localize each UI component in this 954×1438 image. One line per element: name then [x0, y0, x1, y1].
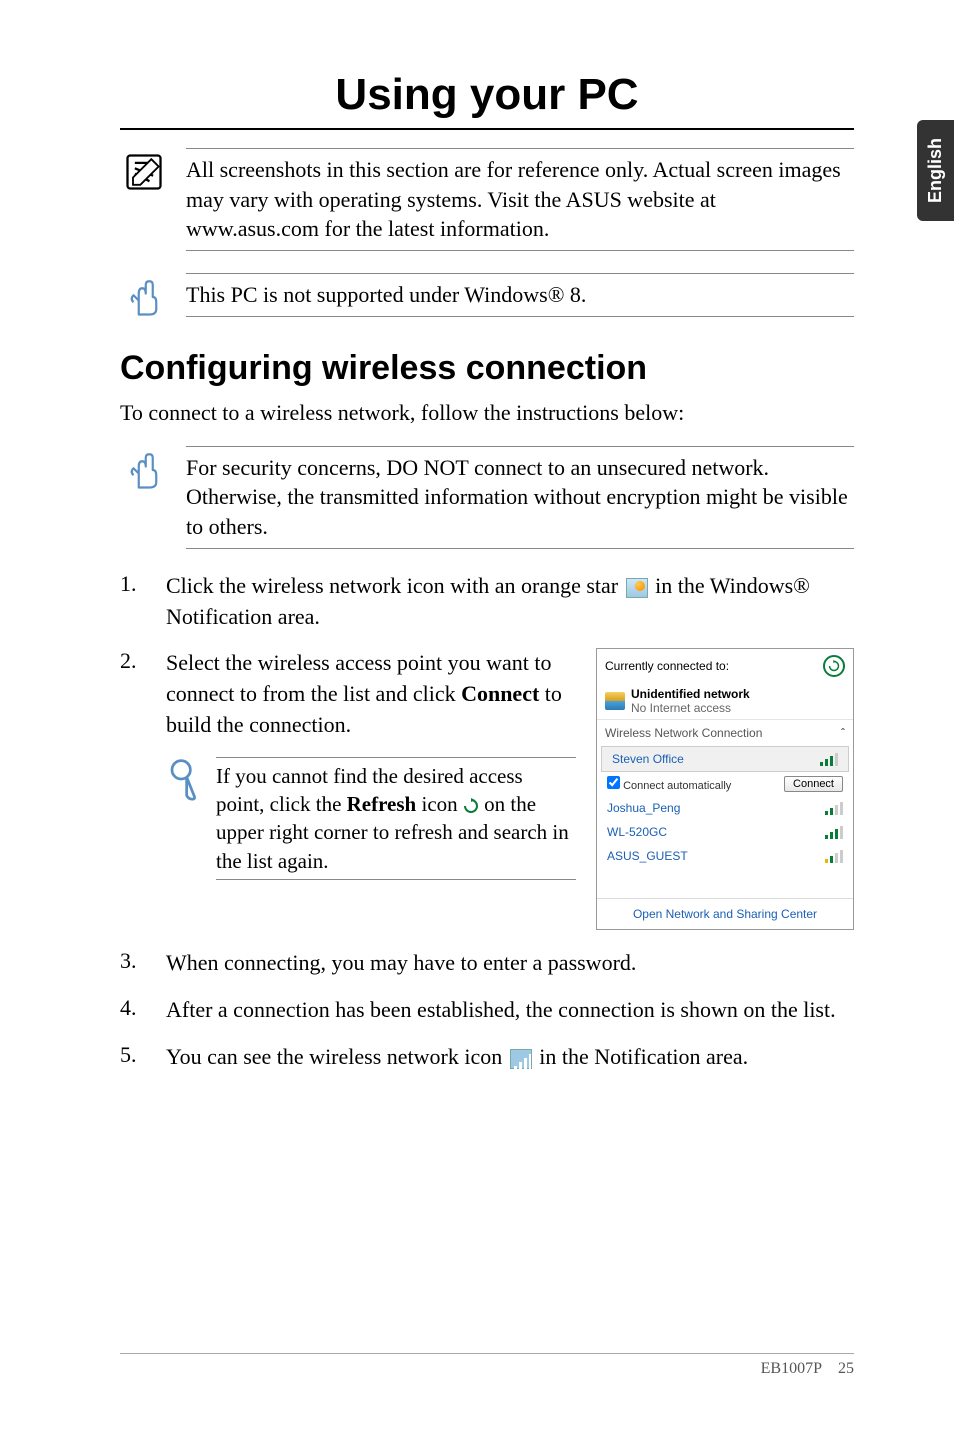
refresh-tip: If you cannot find the desired access po… — [166, 757, 576, 880]
signal-icon — [820, 752, 838, 766]
signal-icon — [825, 801, 843, 815]
tip-text: If you cannot find the desired access po… — [216, 757, 576, 880]
wifi-panel-header: Currently connected to: — [597, 649, 853, 683]
note-text: This PC is not supported under Windows® … — [186, 273, 854, 317]
note-text: All screenshots in this section are for … — [186, 148, 854, 251]
page-title: Using your PC — [120, 70, 854, 130]
step-number: 2. — [120, 648, 148, 740]
step-text: Click the wireless network icon with an … — [166, 571, 854, 633]
wifi-network-item[interactable]: ASUS_GUEST — [597, 844, 853, 868]
step-text: After a connection has been established,… — [166, 995, 854, 1026]
wifi-connected-icon — [510, 1049, 532, 1069]
step-text: You can see the wireless network icon in… — [166, 1042, 854, 1073]
step-2: 2. Select the wireless access point you … — [120, 648, 576, 740]
current-network-row: Unidentified network No Internet access — [597, 683, 853, 719]
connect-auto-checkbox[interactable]: Connect automatically — [607, 776, 731, 792]
step-5: 5. You can see the wireless network icon… — [120, 1042, 854, 1073]
signal-icon — [825, 825, 843, 839]
wifi-popup-panel: Currently connected to: Unidentified net… — [596, 648, 854, 930]
step-number: 3. — [120, 948, 148, 979]
wifi-network-item[interactable]: Steven Office — [601, 746, 849, 772]
signal-icon — [825, 849, 843, 863]
note-box-windows8: This PC is not supported under Windows® … — [120, 273, 854, 321]
step-3: 3. When connecting, you may have to ente… — [120, 948, 854, 979]
connect-button[interactable]: Connect — [784, 776, 843, 792]
hand-icon — [120, 446, 168, 494]
wifi-network-item[interactable]: Joshua_Peng — [597, 796, 853, 820]
connect-row: Connect automatically Connect — [597, 772, 853, 796]
wifi-section-header: Wireless Network Connection ˆ — [597, 719, 853, 746]
security-warning: For security concerns, DO NOT connect to… — [120, 446, 854, 549]
magnifier-icon — [166, 757, 202, 806]
step-1: 1. Click the wireless network icon with … — [120, 571, 854, 633]
intro-text: To connect to a wireless network, follow… — [120, 398, 854, 428]
language-tab: English — [917, 120, 954, 221]
page-footer: EB1007P 25 — [120, 1353, 854, 1378]
refresh-button-icon[interactable] — [823, 655, 845, 677]
wifi-network-item[interactable]: WL-520GC — [597, 820, 853, 844]
wifi-orange-star-icon — [626, 578, 648, 598]
step-text: When connecting, you may have to enter a… — [166, 948, 854, 979]
network-center-link[interactable]: Open Network and Sharing Center — [597, 898, 853, 929]
refresh-icon — [463, 798, 479, 814]
step-number: 5. — [120, 1042, 148, 1073]
step-number: 1. — [120, 571, 148, 633]
network-icon — [605, 692, 625, 710]
section-heading: Configuring wireless connection — [120, 349, 854, 388]
note-box-screenshots: All screenshots in this section are for … — [120, 148, 854, 251]
step-number: 4. — [120, 995, 148, 1026]
warning-text: For security concerns, DO NOT connect to… — [186, 446, 854, 549]
step-4: 4. After a connection has been establish… — [120, 995, 854, 1026]
hand-icon — [120, 273, 168, 321]
note-icon — [120, 148, 168, 196]
step-text: Select the wireless access point you wan… — [166, 648, 576, 740]
